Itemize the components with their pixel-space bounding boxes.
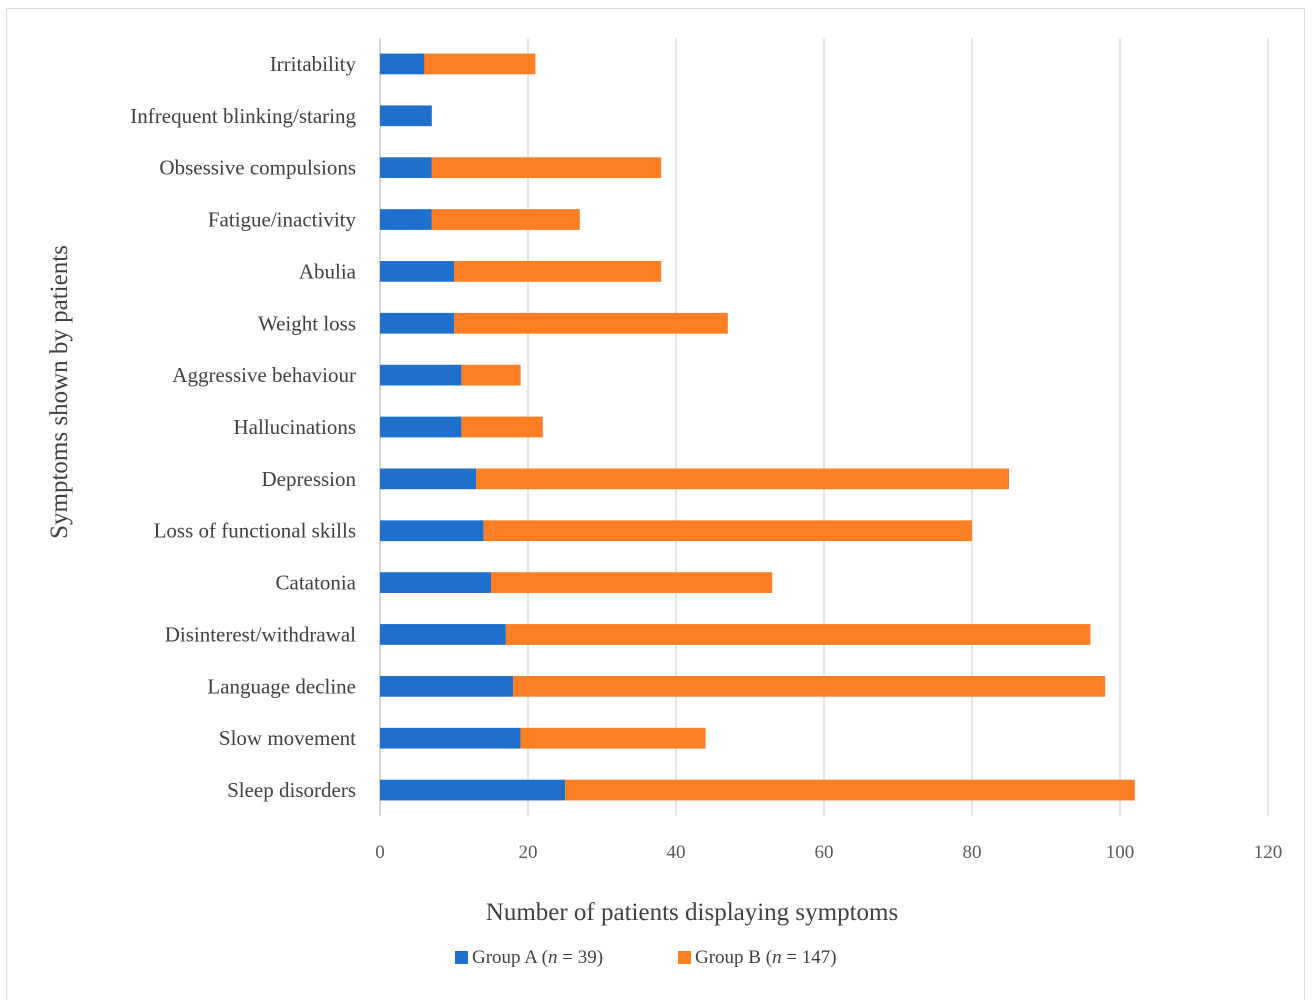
legend-label: Group A (n = 39) (472, 947, 603, 968)
bar-segment-series-0 (380, 105, 432, 127)
x-tick-labels: 0 20 40 60 80 100 120 (375, 842, 1282, 863)
bar-segment-series-1 (491, 572, 773, 593)
bar-segment-series-0 (380, 675, 514, 697)
bar-segment-series-1 (483, 520, 972, 542)
bar-segment-series-1 (513, 675, 1106, 697)
bar-segment-series-0 (380, 416, 462, 438)
category-label: Disinterest/withdrawal (165, 622, 356, 646)
legend-label-suffix: = 39) (558, 947, 604, 968)
category-label: Loss of functional skills (154, 519, 356, 543)
bar-segment-series-0 (380, 312, 454, 334)
category-label: Slow movement (219, 726, 356, 750)
bar-segment-series-1 (431, 209, 580, 230)
category-label: Obsessive compulsions (159, 156, 356, 180)
category-labels: Irritability Infrequent blinking/staring O… (130, 52, 356, 802)
bar-segment-series-0 (380, 572, 491, 593)
legend-label-suffix: = 147) (782, 947, 837, 968)
bar-segment-series-1 (424, 53, 536, 75)
category-label: Sleep disorders (227, 778, 356, 802)
bars (380, 53, 1135, 801)
bar-segment-series-1 (476, 468, 1009, 490)
bar-segment-series-1 (454, 312, 728, 334)
legend-label-prefix: Group A ( (472, 947, 548, 968)
category-label: Abulia (299, 259, 357, 283)
category-label: Language decline (207, 674, 356, 698)
category-label: Depression (262, 467, 357, 491)
x-tick-label: 120 (1254, 842, 1283, 863)
x-tick-label: 80 (963, 842, 982, 863)
bar-segment-series-0 (380, 779, 565, 801)
legend-label-italic: n (548, 947, 558, 968)
category-label: Infrequent blinking/staring (130, 104, 356, 128)
category-label: Hallucinations (234, 415, 356, 439)
bar-segment-series-1 (565, 779, 1135, 801)
bar-segment-series-0 (380, 520, 484, 542)
x-tick-label: 20 (519, 842, 538, 863)
bar-segment-series-0 (380, 624, 506, 645)
x-tick-label: 60 (815, 842, 834, 863)
bar-segment-series-0 (380, 468, 477, 490)
bar-segment-series-1 (461, 364, 521, 386)
legend-label: Group B (n = 147) (695, 947, 837, 968)
bar-segment-series-1 (454, 261, 662, 282)
x-tick-label: 0 (375, 842, 385, 863)
bar-segment-series-0 (380, 157, 432, 179)
bar-segment-series-1 (461, 416, 543, 438)
legend-swatch (455, 951, 468, 964)
bar-segment-series-1 (520, 727, 706, 749)
x-tick-label: 40 (667, 842, 686, 863)
x-axis-title: Number of patients displaying symptoms (486, 899, 898, 926)
category-label: Fatigue/inactivity (208, 208, 357, 232)
legend: Group A (n = 39) Group B (n = 147) (455, 947, 837, 968)
bar-segment-series-0 (380, 53, 425, 75)
category-label: Catatonia (276, 571, 357, 595)
bar-segment-series-0 (380, 364, 462, 386)
chart-frame (6, 8, 1305, 1000)
x-tick-label: 100 (1106, 842, 1135, 863)
y-axis-title: Symptoms shown by patients (46, 245, 73, 539)
bar-segment-series-1 (431, 157, 662, 179)
bar-segment-series-0 (380, 727, 521, 749)
bar-segment-series-0 (380, 261, 454, 282)
bar-segment-series-0 (380, 209, 432, 230)
legend-label-prefix: Group B ( (695, 947, 772, 968)
category-label: Weight loss (258, 311, 356, 335)
category-label: Aggressive behaviour (172, 363, 356, 387)
legend-swatch (678, 951, 691, 964)
category-label: Irritability (270, 52, 357, 76)
legend-label-italic: n (772, 947, 782, 968)
bar-segment-series-1 (505, 624, 1091, 645)
